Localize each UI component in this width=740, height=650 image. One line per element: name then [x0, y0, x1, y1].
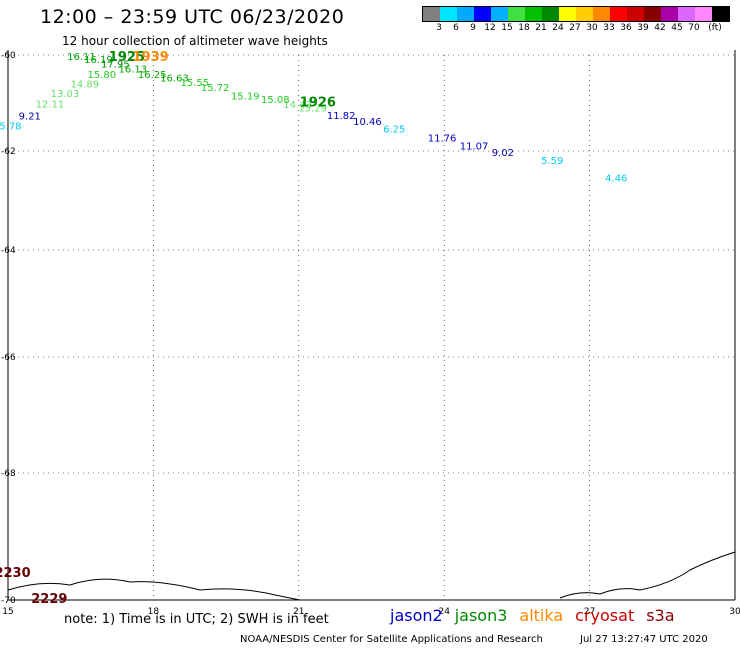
- color-swatch: [661, 7, 678, 21]
- wave-height-label: 14.89: [71, 79, 100, 90]
- latitude-tick-label: -68: [1, 469, 16, 479]
- wave-height-label: 5.78: [0, 122, 22, 133]
- color-swatch: [695, 7, 712, 21]
- wave-height-label: 13.03: [51, 89, 80, 100]
- wave-height-label: 4.46: [605, 174, 627, 185]
- longitude-tick-label: 30: [729, 607, 740, 617]
- color-scale-tick: 18: [518, 23, 530, 33]
- color-swatch: [559, 7, 576, 21]
- longitude-tick-label: 24: [438, 607, 450, 617]
- wave-height-label: 10.46: [353, 117, 382, 128]
- latitude-tick-label: -70: [1, 596, 16, 606]
- satellite-legend-jason3: jason3: [454, 606, 508, 625]
- latitude-tick-label: -64: [1, 246, 16, 256]
- satellite-legend-altika: altika: [519, 606, 564, 625]
- color-scale-tick: 3: [436, 23, 442, 33]
- color-swatch: [508, 7, 525, 21]
- color-scale-tick: 27: [569, 23, 581, 33]
- latitude-tick-label: -62: [1, 147, 16, 157]
- map-subtitle: 12 hour collection of altimeter wave hei…: [62, 34, 328, 48]
- color-swatch: [423, 7, 440, 21]
- coastline-west: [7, 578, 301, 601]
- color-swatch: [491, 7, 508, 21]
- pass-time-label: 2230: [0, 566, 31, 581]
- color-scale-tick: 21: [535, 23, 547, 33]
- latitude-tick-label: -60: [1, 51, 16, 61]
- wave-height-label: 16.63: [160, 74, 189, 85]
- wave-height-label: 16.19: [84, 55, 113, 66]
- wave-height-label: 15.55: [181, 78, 210, 89]
- pass-time-label: 2229: [31, 592, 67, 607]
- color-swatch: [593, 7, 610, 21]
- wave-height-label: 15.80: [87, 70, 116, 81]
- color-scale-tick: 45: [671, 23, 683, 33]
- pass-time-label: 1939: [133, 50, 169, 65]
- color-swatch: [525, 7, 542, 21]
- color-swatches: [422, 6, 730, 22]
- color-scale-tick: 9: [470, 23, 476, 33]
- wave-height-label: 13.29: [298, 103, 327, 114]
- wave-height-label: 9.21: [19, 112, 41, 123]
- wave-height-label: 12.11: [36, 100, 65, 111]
- pass-time-label: 1926: [300, 96, 336, 111]
- satellite-legend-cryosat: cryosat: [575, 606, 635, 625]
- color-swatch: [457, 7, 474, 21]
- color-scale-legend: 3 6 9 12 15 18 21 24 27 30 33 36 39 42 45 70 (ft): [422, 6, 730, 40]
- satellite-legend: jason2 jason3 altika cryosat s3a: [390, 606, 675, 625]
- longitude-tick-label: 18: [148, 607, 160, 617]
- longitude-tick-label: 21: [293, 607, 304, 617]
- color-scale-tick: 30: [586, 23, 598, 33]
- color-swatch: [576, 7, 593, 21]
- color-scale-tick: 36: [620, 23, 632, 33]
- wave-height-label: 16.25: [138, 70, 167, 81]
- units-note: note: 1) Time is in UTC; 2) SWH is in fe…: [64, 612, 329, 627]
- satellite-legend-s3a: s3a: [646, 606, 675, 625]
- wave-height-label: 5.59: [541, 156, 563, 167]
- color-scale-tick: 33: [603, 23, 615, 33]
- wave-height-label: 11.07: [460, 141, 489, 152]
- satellite-legend-jason2: jason2: [390, 606, 443, 625]
- longitude-tick-label: 15: [2, 607, 13, 617]
- longitude-tick-label: 27: [584, 607, 595, 617]
- color-scale-tick: 42: [654, 23, 666, 33]
- color-swatch: [712, 7, 729, 21]
- wave-height-label: 11.76: [428, 134, 457, 145]
- pass-time-label: 1925: [109, 50, 145, 65]
- color-swatch: [440, 7, 457, 21]
- footer-date: Jul 27 13:27:47 UTC 2020: [580, 634, 708, 645]
- color-scale-tick: 12: [484, 23, 496, 33]
- color-scale-tick: (ft): [708, 23, 722, 33]
- wave-height-label: 11.82: [327, 111, 356, 122]
- wave-height-label: 9.02: [492, 148, 514, 159]
- wave-height-label: 14.43: [283, 100, 312, 111]
- wave-height-label: 6.25: [383, 124, 405, 135]
- color-swatch: [644, 7, 661, 21]
- latitude-tick-label: -66: [1, 353, 16, 363]
- wave-height-label: 17.95: [101, 60, 130, 71]
- map-title: 12:00 – 23:59 UTC 06/23/2020: [40, 6, 345, 28]
- color-swatch: [474, 7, 491, 21]
- wave-height-label: 15.08: [261, 95, 290, 106]
- color-swatch: [542, 7, 559, 21]
- color-swatch: [678, 7, 695, 21]
- wave-height-label: 16.13: [119, 64, 148, 75]
- color-swatch: [610, 7, 627, 21]
- color-scale-tick: 70: [688, 23, 700, 33]
- color-scale-tick: 15: [501, 23, 513, 33]
- color-scale-tick: 39: [637, 23, 649, 33]
- color-swatch: [627, 7, 644, 21]
- wave-height-label: 15.19: [231, 91, 260, 102]
- wave-height-label: 15.72: [201, 83, 230, 94]
- wave-height-label: 16.11: [67, 52, 96, 63]
- coastline-east: [559, 551, 736, 599]
- color-scale-tick: 6: [453, 23, 459, 33]
- footer-organization: NOAA/NESDIS Center for Satellite Applica…: [240, 634, 543, 645]
- color-scale-tick: 24: [552, 23, 564, 33]
